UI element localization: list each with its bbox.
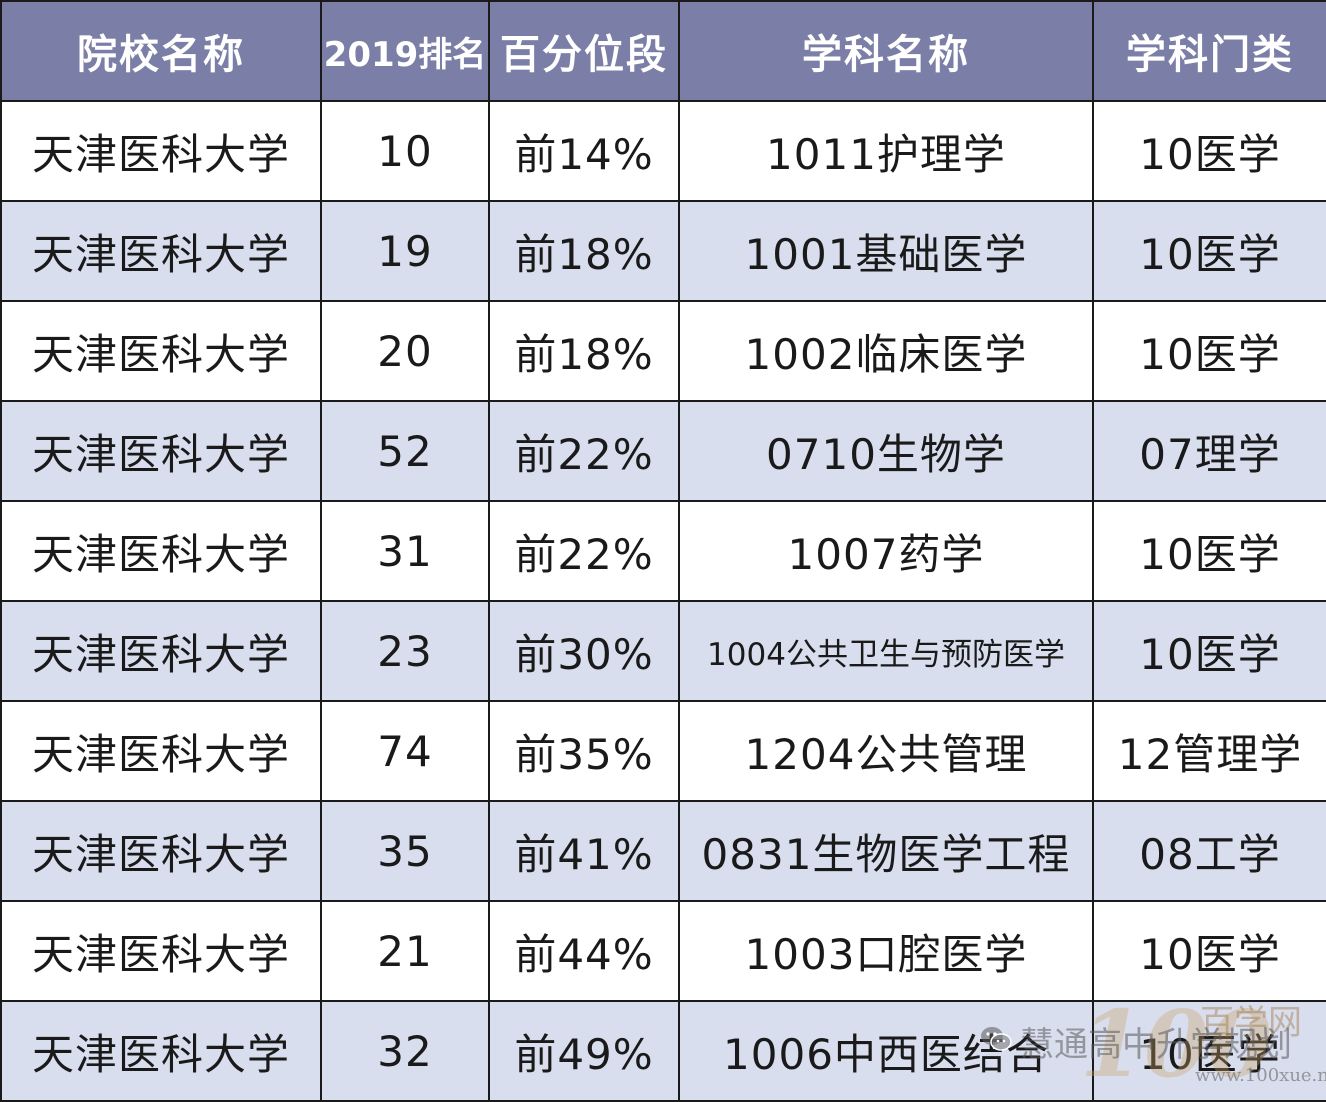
cell-category: 10医学 <box>1092 300 1326 402</box>
cell-category: 07理学 <box>1092 400 1326 502</box>
cell-subject: 1004公共卫生与预防医学 <box>678 600 1094 702</box>
cell-category: 10医学 <box>1092 1000 1326 1102</box>
cell-rank: 10 <box>320 100 490 202</box>
cell-category: 10医学 <box>1092 600 1326 702</box>
cell-subject: 1204公共管理 <box>678 700 1094 802</box>
cell-subject: 0831生物医学工程 <box>678 800 1094 902</box>
header-row: 院校名称 2019排名 百分位段 学科名称 学科门类 <box>0 0 1326 102</box>
cell-percentile: 前44% <box>488 900 680 1002</box>
cell-school: 天津医科大学 <box>0 700 322 802</box>
cell-percentile: 前35% <box>488 700 680 802</box>
cell-percentile: 前30% <box>488 600 680 702</box>
cell-rank: 31 <box>320 500 490 602</box>
header-percentile: 百分位段 <box>488 0 680 102</box>
cell-category: 10医学 <box>1092 900 1326 1002</box>
cell-rank: 52 <box>320 400 490 502</box>
cell-rank: 74 <box>320 700 490 802</box>
table-row: 天津医科大学 21 前44% 1003口腔医学 10医学 <box>0 900 1326 1002</box>
cell-subject: 1002临床医学 <box>678 300 1094 402</box>
cell-subject: 0710生物学 <box>678 400 1094 502</box>
table-row: 天津医科大学 10 前14% 1011护理学 10医学 <box>0 100 1326 202</box>
cell-rank: 23 <box>320 600 490 702</box>
cell-category: 10医学 <box>1092 100 1326 202</box>
table-header: 院校名称 2019排名 百分位段 学科名称 学科门类 <box>0 0 1326 102</box>
cell-category: 10医学 <box>1092 500 1326 602</box>
cell-category: 08工学 <box>1092 800 1326 902</box>
header-rank: 2019排名 <box>320 0 490 102</box>
table-row: 天津医科大学 23 前30% 1004公共卫生与预防医学 10医学 <box>0 600 1326 702</box>
cell-school: 天津医科大学 <box>0 600 322 702</box>
table-row: 天津医科大学 32 前49% 1006中西医结合 10医学 <box>0 1000 1326 1102</box>
cell-percentile: 前14% <box>488 100 680 202</box>
cell-school: 天津医科大学 <box>0 200 322 302</box>
cell-percentile: 前22% <box>488 400 680 502</box>
cell-percentile: 前41% <box>488 800 680 902</box>
table-row: 天津医科大学 31 前22% 1007药学 10医学 <box>0 500 1326 602</box>
cell-school: 天津医科大学 <box>0 100 322 202</box>
cell-school: 天津医科大学 <box>0 1000 322 1102</box>
table-body: 天津医科大学 10 前14% 1011护理学 10医学 天津医科大学 19 前1… <box>0 100 1326 1102</box>
cell-rank: 20 <box>320 300 490 402</box>
cell-percentile: 前49% <box>488 1000 680 1102</box>
cell-school: 天津医科大学 <box>0 900 322 1002</box>
cell-percentile: 前22% <box>488 500 680 602</box>
cell-percentile: 前18% <box>488 200 680 302</box>
cell-rank: 35 <box>320 800 490 902</box>
table-row: 天津医科大学 20 前18% 1002临床医学 10医学 <box>0 300 1326 402</box>
cell-school: 天津医科大学 <box>0 500 322 602</box>
header-school: 院校名称 <box>0 0 322 102</box>
table-row: 天津医科大学 52 前22% 0710生物学 07理学 <box>0 400 1326 502</box>
cell-subject: 1011护理学 <box>678 100 1094 202</box>
cell-rank: 19 <box>320 200 490 302</box>
cell-school: 天津医科大学 <box>0 300 322 402</box>
cell-percentile: 前18% <box>488 300 680 402</box>
header-subject: 学科名称 <box>678 0 1094 102</box>
cell-school: 天津医科大学 <box>0 400 322 502</box>
cell-category: 12管理学 <box>1092 700 1326 802</box>
table-row: 天津医科大学 19 前18% 1001基础医学 10医学 <box>0 200 1326 302</box>
header-category: 学科门类 <box>1092 0 1326 102</box>
cell-rank: 21 <box>320 900 490 1002</box>
table-row: 天津医科大学 74 前35% 1204公共管理 12管理学 <box>0 700 1326 802</box>
cell-subject: 1001基础医学 <box>678 200 1094 302</box>
cell-rank: 32 <box>320 1000 490 1102</box>
cell-subject: 1007药学 <box>678 500 1094 602</box>
table-row: 天津医科大学 35 前41% 0831生物医学工程 08工学 <box>0 800 1326 902</box>
cell-subject: 1003口腔医学 <box>678 900 1094 1002</box>
cell-category: 10医学 <box>1092 200 1326 302</box>
cell-school: 天津医科大学 <box>0 800 322 902</box>
cell-subject: 1006中西医结合 <box>678 1000 1094 1102</box>
